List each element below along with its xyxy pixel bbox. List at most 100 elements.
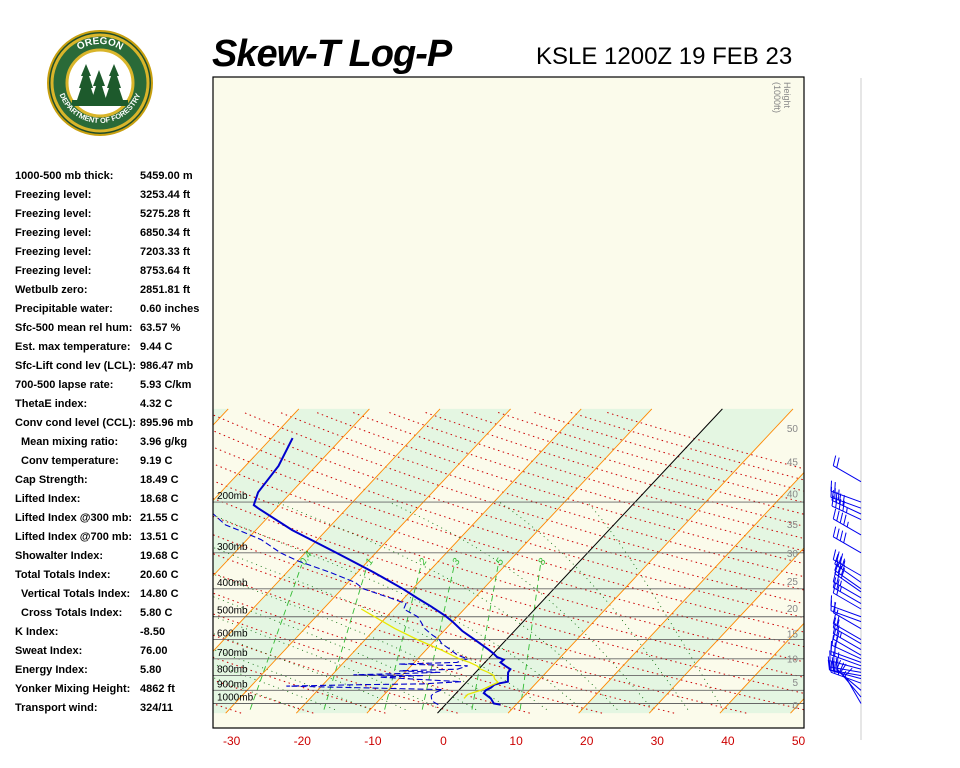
height-tick-label: 20 — [787, 604, 799, 615]
stat-label: Mean mixing ratio: — [21, 436, 119, 448]
stat-label: ThetaE index: — [15, 398, 88, 410]
stat-label: Conv temperature: — [21, 455, 119, 467]
dry-adiabat — [532, 411, 804, 492]
mixing-ratio-label: 3 — [450, 556, 463, 567]
moist-adiabat — [499, 501, 689, 710]
stat-row: Cap Strength: 18.49 C — [15, 472, 215, 491]
wind-barb — [831, 634, 862, 660]
dry-adiabat — [315, 411, 804, 565]
isotherm — [578, 471, 804, 714]
stat-value: 895.96 mb — [140, 417, 194, 429]
stat-value: 5.80 C — [140, 607, 173, 619]
stat-value: 3253.44 ft — [140, 189, 191, 201]
wind-barb — [830, 480, 862, 503]
stat-value: 63.57 % — [140, 322, 181, 334]
height-tick-label: 15 — [787, 630, 799, 641]
mixing-ratio-label: 2 — [417, 556, 430, 568]
stat-label: Sfc-Lift cond lev (LCL): — [15, 360, 136, 372]
stat-row: Wetbulb zero: 2851.81 ft — [15, 282, 215, 301]
stat-label: Cross Totals Index: — [21, 607, 123, 619]
stat-label: Freezing level: — [15, 246, 92, 258]
chart-title: Skew-T Log-P — [212, 33, 452, 75]
stat-label: Freezing level: — [15, 189, 92, 201]
height-tick-label: 35 — [787, 520, 799, 531]
stat-row: Showalter Index: 19.68 C — [15, 548, 215, 567]
stat-value: 21.55 C — [140, 512, 179, 524]
stat-value: 9.44 C — [140, 341, 173, 353]
x-tick-label: 30 — [651, 734, 665, 748]
isotherm-band — [213, 408, 511, 714]
stat-row: Lifted Index: 18.68 C — [15, 491, 215, 510]
stat-label: Freezing level: — [15, 265, 92, 277]
isotherm — [0, 409, 16, 713]
stat-label: Cap Strength: — [15, 474, 88, 486]
pressure-label: 900mb — [217, 679, 248, 690]
pressure-label: 200mb — [217, 491, 248, 502]
stat-value: 4862 ft — [140, 683, 175, 695]
isotherm — [213, 408, 300, 502]
stat-value: 20.60 C — [140, 569, 179, 581]
stat-value: 7203.33 ft — [140, 246, 191, 258]
stat-row: Est. max temperature: 9.44 C — [15, 339, 215, 358]
mixing-ratio-label: 5 — [494, 556, 507, 567]
isotherm-band — [437, 408, 794, 714]
stat-row: Cross Totals Index: 5.80 C — [15, 605, 215, 624]
stat-label: Precipitable water: — [15, 303, 113, 315]
isotherm — [0, 409, 158, 713]
stat-value: 986.47 mb — [140, 360, 194, 372]
moist-adiabat — [213, 663, 336, 710]
mixing-ratio-label: 8 — [536, 556, 549, 567]
isotherm-band — [861, 409, 960, 713]
isotherm-band — [213, 408, 229, 426]
stat-row: Lifted Index @700 mb: 13.51 C — [15, 529, 215, 548]
isotherm-band — [296, 408, 652, 714]
stat-value: 2851.81 ft — [140, 284, 191, 296]
moist-adiabat — [587, 501, 724, 710]
stat-label: Lifted Index @300 mb: — [15, 512, 133, 524]
temperature-profile — [252, 437, 512, 706]
wind-barb — [829, 650, 862, 670]
stat-row: Precipitable water: 0.60 inches — [15, 301, 215, 320]
stat-label: Est. max temperature: — [15, 341, 131, 353]
isotherm — [648, 547, 804, 714]
stat-value: 324/11 — [140, 702, 174, 714]
stat-value: 76.00 — [140, 645, 168, 657]
x-tick-label: 10 — [509, 734, 523, 748]
x-tick-label: -10 — [364, 734, 382, 748]
height-tick-label: 40 — [787, 490, 799, 501]
height-tick-label: 45 — [787, 458, 799, 469]
x-tick-label: 0 — [440, 734, 447, 748]
x-tick-label: 20 — [580, 734, 594, 748]
pressure-label: 500mb — [217, 606, 248, 617]
stat-label: Lifted Index: — [15, 493, 81, 505]
stat-label: Conv cond level (CCL): — [15, 417, 137, 429]
stat-row: Total Totals Index: 20.60 C — [15, 567, 215, 586]
stat-row: Yonker Mixing Height: 4862 ft — [15, 681, 215, 700]
height-tick-label: 50 — [787, 424, 799, 435]
stat-value: 5.80 — [140, 664, 162, 676]
mixing-ratio-line — [249, 564, 303, 710]
isotherm — [213, 408, 229, 426]
isotherm — [0, 409, 87, 713]
dry-adiabat — [496, 411, 804, 504]
stat-label: Yonker Mixing Height: — [15, 683, 131, 695]
height-axis-unit: (1000ft) — [772, 82, 782, 113]
x-tick-label: -30 — [223, 734, 241, 748]
dry-adiabat — [213, 634, 458, 714]
stat-value: 18.68 C — [140, 493, 179, 505]
stat-value: 3.96 g/kg — [140, 436, 188, 448]
parcel-profile — [360, 608, 500, 699]
stat-label: Sfc-500 mean rel hum: — [15, 322, 133, 334]
wind-barb — [830, 486, 862, 509]
isotherm — [225, 408, 511, 714]
stat-row: Freezing level: 3253.44 ft — [15, 187, 215, 206]
stat-row: Transport wind: 324/11 — [15, 700, 215, 719]
stat-row: Lifted Index @300 mb: 21.55 C — [15, 510, 215, 529]
stat-row: 1000-500 mb thick: 5459.00 m — [15, 168, 215, 187]
pressure-label: 700mb — [217, 648, 248, 659]
stat-value: 19.68 C — [140, 550, 179, 562]
stat-row: Freezing level: 6850.34 ft — [15, 225, 215, 244]
stat-value: 5.93 C/km — [140, 379, 192, 391]
wind-barb — [834, 553, 862, 583]
stat-label: Vertical Totals Index: — [21, 588, 131, 600]
